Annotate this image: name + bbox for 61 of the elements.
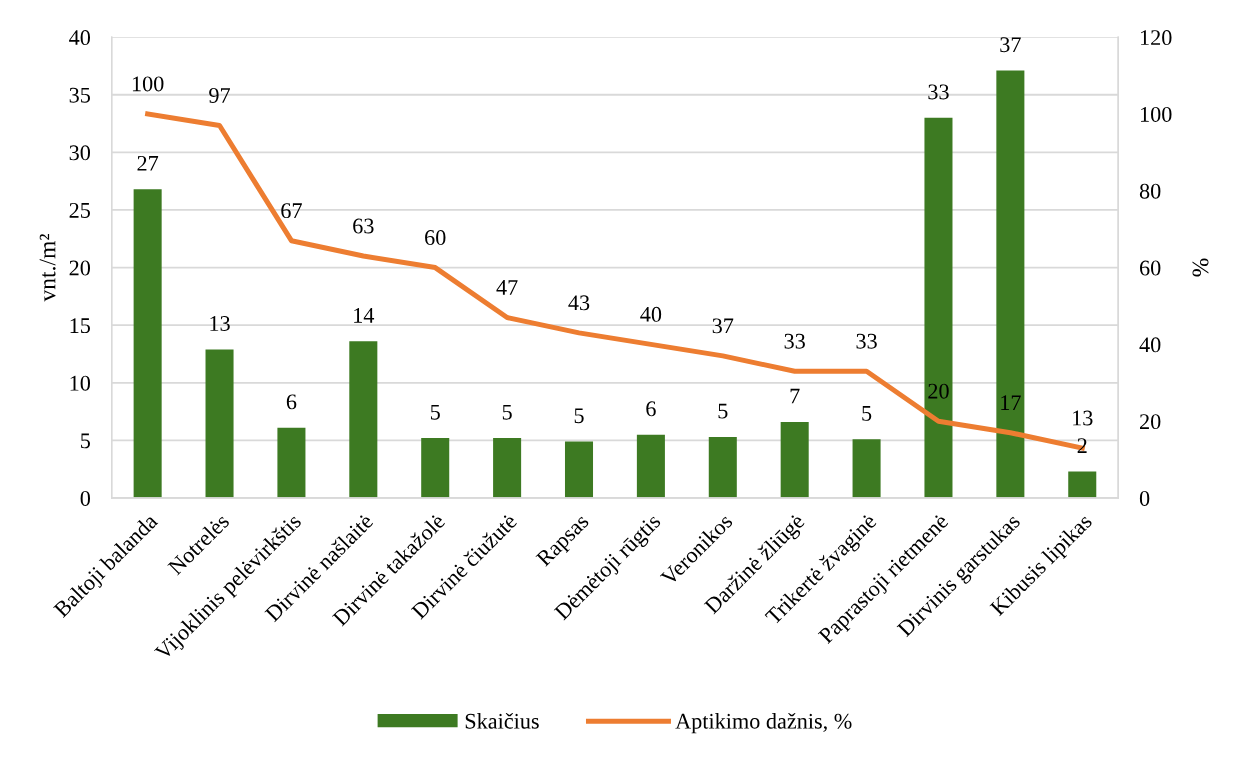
y2-tick-label: 120 — [1140, 30, 1172, 46]
bar — [564, 441, 594, 499]
y2-axis-title: % — [1192, 258, 1209, 277]
data-label: 5 — [430, 404, 440, 420]
data-label: 27 — [137, 155, 159, 171]
data-label: 13 — [1073, 410, 1093, 426]
y2-tick-label: 60 — [1139, 260, 1161, 276]
y-tick-label: 40 — [69, 30, 91, 46]
y2-tick-label: 100 — [1140, 106, 1172, 122]
y-tick-label: 35 — [69, 87, 90, 103]
y-tick-label: 30 — [69, 145, 91, 161]
data-label: 100 — [132, 76, 164, 92]
bar — [349, 341, 378, 499]
data-label: 37 — [1000, 37, 1021, 53]
y-tick-label: 5 — [81, 433, 90, 449]
bar — [996, 70, 1025, 499]
data-label: 60 — [425, 230, 446, 245]
bar — [636, 434, 665, 499]
data-label: 47 — [496, 280, 518, 295]
data-label: 97 — [209, 87, 231, 103]
data-label: 14 — [354, 308, 375, 323]
y-tick-label: 20 — [69, 260, 91, 276]
y2-tick-label: 20 — [1140, 414, 1161, 430]
data-label: 63 — [353, 218, 374, 234]
legend-label: Aptikimo dažnis, % — [675, 713, 852, 734]
bar — [708, 436, 737, 499]
bar — [493, 438, 522, 499]
y2-tick-label: 40 — [1139, 337, 1161, 353]
y-tick-label: 10 — [70, 375, 91, 391]
bar — [1068, 471, 1097, 499]
y-tick-label: 0 — [80, 490, 91, 506]
data-label: 6 — [646, 401, 656, 417]
data-label: 33 — [784, 333, 805, 349]
data-label: 33 — [928, 84, 949, 100]
bar — [133, 189, 162, 499]
bar — [852, 439, 881, 499]
legend-label: Skaičius — [465, 713, 539, 729]
data-label: 5 — [574, 408, 584, 424]
bar — [421, 438, 450, 499]
data-label: 5 — [502, 404, 512, 420]
y2-tick-label: 0 — [1139, 490, 1150, 506]
y-tick-label: 15 — [70, 318, 90, 334]
bar — [780, 421, 809, 499]
bar — [277, 427, 306, 499]
bar — [924, 117, 953, 499]
data-label: 5 — [718, 403, 728, 419]
data-label: 67 — [281, 203, 302, 219]
data-label: 6 — [286, 394, 297, 410]
y-axis-title: vnt./m² — [39, 234, 56, 302]
data-label: 20 — [928, 383, 949, 399]
data-label: 7 — [790, 388, 800, 404]
data-label: 13 — [210, 316, 230, 331]
bar — [205, 349, 234, 499]
data-label: 17 — [1001, 395, 1021, 410]
data-label: 43 — [568, 295, 590, 311]
data-label: 37 — [712, 318, 734, 334]
data-label: 33 — [856, 333, 877, 349]
y2-tick-label: 80 — [1139, 183, 1161, 199]
y-tick-label: 25 — [69, 202, 90, 218]
data-label: 40 — [640, 306, 662, 322]
data-label: 5 — [862, 406, 872, 421]
